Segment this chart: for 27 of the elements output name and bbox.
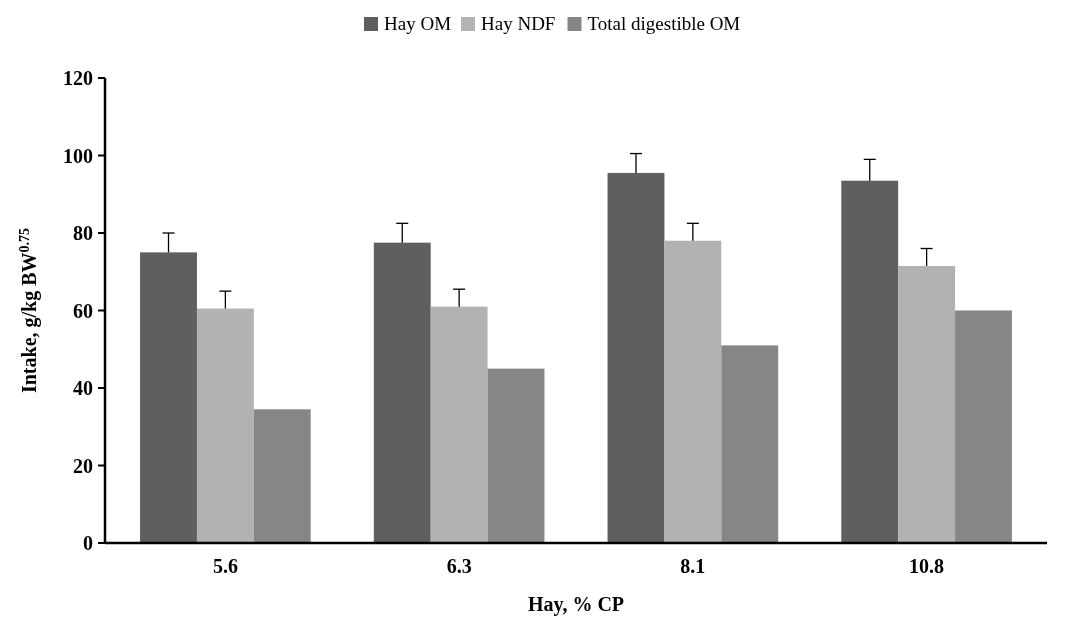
bar [898,265,956,543]
bar [955,310,1012,543]
bar [140,252,197,543]
x-tick-label: 8.1 [680,555,706,577]
y-tick-label: 20 [73,454,93,477]
x-tick-label: 5.6 [212,555,238,577]
x-axis-title: Hay, % CP [527,593,625,616]
y-tick-label: 40 [73,377,93,399]
legend-label: Total digestible OM [587,13,741,34]
y-tick-label: 0 [83,532,93,554]
bar [253,409,311,543]
bar [841,180,899,543]
bar [721,345,779,543]
bar [373,242,431,543]
bar [430,306,488,543]
y-tick-label: 80 [73,222,93,244]
legend-label: Hay NDF [481,13,556,34]
y-tick-label: 120 [63,67,93,89]
bar [607,172,665,543]
x-tick-label: 6.3 [446,555,472,577]
y-tick-label: 60 [73,299,93,322]
bar [664,240,722,543]
x-tick-label: 10.8 [909,555,945,577]
y-tick-label: 100 [63,144,93,167]
bar [196,308,254,543]
bar [487,368,545,543]
legend-label: Hay OM [384,13,452,34]
